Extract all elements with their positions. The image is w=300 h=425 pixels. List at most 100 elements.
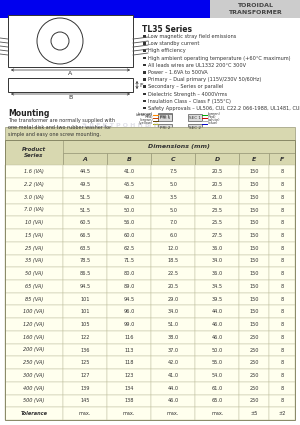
Text: (green): (green) [208,112,221,116]
Bar [239,306,269,318]
Bar [5,242,63,255]
Bar [107,229,151,242]
Bar [63,318,107,331]
Bar [195,344,239,357]
Bar [151,204,195,216]
Text: A: A [82,156,88,162]
Text: 150: 150 [250,182,259,187]
Text: 5.0: 5.0 [169,182,177,187]
Text: PRI 1: PRI 1 [160,116,170,119]
Bar [143,107,146,110]
Text: 150: 150 [250,169,259,174]
Bar [107,178,151,191]
Text: 250: 250 [250,348,259,352]
Bar [269,394,295,407]
Bar [151,153,195,165]
Text: 29.0: 29.0 [168,297,179,302]
Bar [195,407,239,420]
Text: 60.5: 60.5 [80,220,91,225]
Text: 7.5: 7.5 [169,169,177,174]
Text: 27.5: 27.5 [212,233,223,238]
Bar [107,191,151,204]
Circle shape [51,32,69,50]
Text: 34.0: 34.0 [212,258,223,264]
Bar [269,165,295,178]
Text: max.: max. [211,411,224,416]
Text: Insulation Class – Class F (155°C): Insulation Class – Class F (155°C) [148,99,231,104]
Text: F: F [280,156,284,162]
Text: 6.0: 6.0 [169,233,177,238]
Text: 1.6 (VA): 1.6 (VA) [24,169,44,174]
Text: max.: max. [167,411,179,416]
Bar [143,57,146,59]
Bar [5,267,63,280]
Text: 39.5: 39.5 [212,297,223,302]
Bar [107,216,151,229]
Bar [158,113,172,121]
Text: 94.5: 94.5 [80,284,91,289]
Bar [195,216,239,229]
Text: 5.0: 5.0 [169,207,177,212]
Text: 71.5: 71.5 [124,258,135,264]
Text: 15 (VA): 15 (VA) [25,233,43,238]
Bar [143,49,146,52]
Text: 25.5: 25.5 [212,220,223,225]
Text: 139: 139 [80,385,90,391]
Bar [63,394,107,407]
Bar [5,382,63,394]
Bar [269,407,295,420]
Text: 116: 116 [124,335,134,340]
Bar [107,407,151,420]
Bar [195,178,239,191]
Text: 105: 105 [80,322,90,327]
Circle shape [37,18,83,64]
Bar [5,204,63,216]
Bar [63,267,107,280]
Text: 8: 8 [280,398,284,403]
Text: 86.5: 86.5 [80,271,91,276]
Text: Mounting: Mounting [8,109,50,118]
Text: (blue): (blue) [208,121,218,125]
Text: 101: 101 [80,297,90,302]
Bar [151,382,195,394]
Bar [5,140,295,420]
Text: (red): (red) [145,115,153,119]
Text: 150: 150 [250,309,259,314]
Bar [195,293,239,306]
Bar [151,191,195,204]
Text: Power – 1.6VA to 500VA: Power – 1.6VA to 500VA [148,70,208,75]
Text: 36.0: 36.0 [212,271,223,276]
Bar [239,216,269,229]
Text: 44.0: 44.0 [168,385,179,391]
Text: 127: 127 [80,373,90,378]
Text: 8: 8 [280,348,284,352]
Text: 66.5: 66.5 [80,233,91,238]
Text: 22.5: 22.5 [168,271,179,276]
Bar [269,318,295,331]
Bar [143,93,146,95]
Bar [158,113,172,120]
Text: 60.0: 60.0 [123,233,135,238]
Bar [5,318,63,331]
Bar [151,280,195,293]
Bar [63,165,107,178]
Text: 55.0: 55.0 [212,360,223,365]
Bar [195,280,239,293]
Text: SEC 1: SEC 1 [189,116,201,119]
Bar [143,71,146,74]
Bar [63,191,107,204]
Bar [63,216,107,229]
Text: 46.0: 46.0 [212,322,223,327]
Bar [8,78,133,92]
Bar [239,382,269,394]
Text: 150: 150 [250,271,259,276]
Text: 8: 8 [280,360,284,365]
Text: 8: 8 [280,169,284,174]
Text: The transformer are normally supplied with
one metal disk and two rubber washer : The transformer are normally supplied wi… [8,118,115,137]
Bar [5,255,63,267]
Text: 61.0: 61.0 [212,385,223,391]
Text: 51.0: 51.0 [168,322,179,327]
Text: 35 (VA): 35 (VA) [25,258,43,264]
Bar [269,178,295,191]
Bar [239,293,269,306]
